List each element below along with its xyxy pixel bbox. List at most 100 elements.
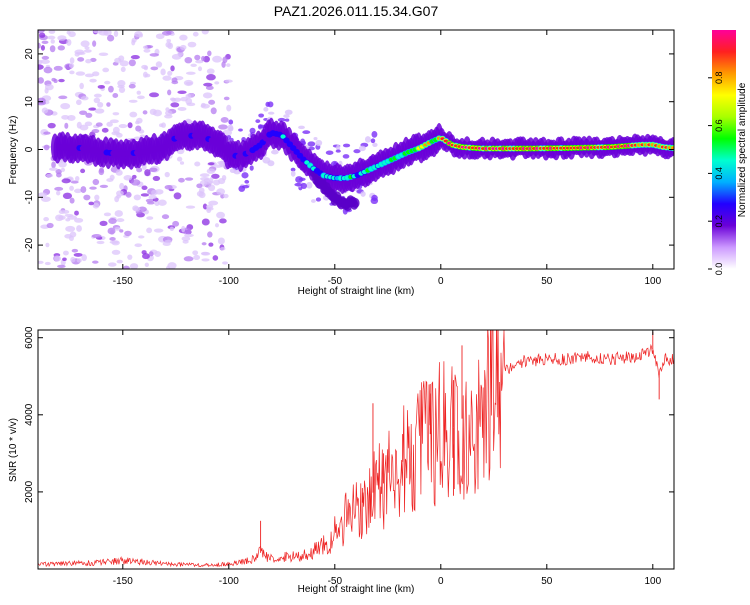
x-tick-label: -100 xyxy=(219,276,239,287)
noise-speck xyxy=(60,167,66,172)
noise-speck xyxy=(40,196,51,202)
snr-y-ticks: 2000 4000 6000 xyxy=(24,326,674,503)
noise-speck xyxy=(68,63,75,68)
noise-speck xyxy=(75,176,80,182)
noise-speck xyxy=(57,35,67,41)
noise-speck xyxy=(153,109,162,117)
noise-speck xyxy=(217,237,225,245)
noise-speck xyxy=(64,213,74,217)
noise-speck xyxy=(201,30,209,35)
noise-speck xyxy=(171,97,177,102)
noise-speck xyxy=(48,30,56,34)
noise-speck xyxy=(206,207,212,213)
noise-speck xyxy=(192,31,199,37)
noise-speck xyxy=(310,199,316,203)
noise-speck xyxy=(179,44,187,51)
noise-speck xyxy=(226,63,231,68)
noise-speck xyxy=(57,45,66,51)
noise-speck xyxy=(77,57,85,62)
noise-speck xyxy=(112,112,120,116)
noise-speck xyxy=(144,262,149,267)
noise-speck xyxy=(106,102,111,107)
noise-speck xyxy=(71,248,79,253)
noise-speck xyxy=(130,179,141,186)
noise-speck xyxy=(145,198,155,203)
noise-speck xyxy=(116,259,123,264)
noise-speck xyxy=(181,225,186,233)
noise-speck xyxy=(137,95,145,100)
noise-speck xyxy=(223,96,230,101)
noise-speck xyxy=(80,96,89,101)
x-tick-label: -150 xyxy=(113,276,133,287)
noise-speck xyxy=(277,117,286,122)
noise-speck xyxy=(161,30,172,36)
noise-speck xyxy=(141,64,148,70)
noise-speck xyxy=(199,173,210,178)
noise-speck xyxy=(96,240,105,245)
noise-speck xyxy=(113,30,119,37)
noise-speck xyxy=(108,218,117,225)
noise-speck xyxy=(41,107,49,114)
noise-speck xyxy=(124,230,132,236)
noise-speck xyxy=(228,126,234,132)
noise-speck xyxy=(157,199,167,206)
noise-speck xyxy=(119,182,125,190)
noise-speck xyxy=(216,211,225,219)
noise-speck xyxy=(85,112,93,118)
noise-speck xyxy=(125,191,132,198)
noise-speck xyxy=(111,240,120,246)
snr-frame xyxy=(37,329,675,570)
noise-speck xyxy=(73,252,83,257)
noise-speck xyxy=(208,200,219,206)
noise-speck xyxy=(202,203,208,210)
noise-speck xyxy=(38,97,46,104)
noise-speck xyxy=(146,227,153,234)
noise-speck xyxy=(206,168,216,174)
noise-speck xyxy=(149,92,160,98)
noise-speck xyxy=(249,165,254,171)
noise-speck xyxy=(184,56,193,64)
noise-speck xyxy=(128,59,136,67)
noise-speck xyxy=(298,125,305,130)
noise-speck xyxy=(92,40,97,47)
noise-speck xyxy=(118,124,128,129)
noise-speck xyxy=(132,174,137,179)
noise-speck xyxy=(267,160,275,167)
noise-speck xyxy=(134,31,143,38)
noise-speck xyxy=(107,34,115,42)
noise-speck xyxy=(315,197,322,202)
noise-speck xyxy=(162,241,171,246)
noise-speck xyxy=(284,118,290,122)
noise-speck xyxy=(140,193,150,197)
noise-speck xyxy=(47,122,56,129)
x-tick-label: -150 xyxy=(113,576,133,587)
noise-speck xyxy=(74,188,82,194)
y-tick-label: 0 xyxy=(24,146,35,152)
noise-speck xyxy=(216,188,226,196)
noise-speck xyxy=(335,149,341,153)
noise-speck xyxy=(58,95,68,100)
noise-speck xyxy=(81,254,87,262)
noise-speck xyxy=(360,191,366,197)
noise-speck xyxy=(190,63,197,67)
noise-speck xyxy=(300,182,308,190)
noise-speck xyxy=(177,106,187,111)
noise-speck xyxy=(295,176,303,183)
noise-speck xyxy=(238,128,243,132)
noise-speck xyxy=(101,127,109,133)
noise-speck xyxy=(114,196,120,203)
noise-speck xyxy=(104,80,111,85)
noise-speck xyxy=(206,74,216,81)
noise-speck xyxy=(93,93,102,98)
noise-speck xyxy=(62,257,67,262)
noise-speck xyxy=(184,177,194,181)
noise-speck xyxy=(80,168,86,174)
noise-speck xyxy=(161,122,166,128)
noise-speck xyxy=(94,108,105,114)
noise-speck xyxy=(160,68,166,76)
noise-speck xyxy=(170,102,180,108)
noise-speck xyxy=(65,225,76,232)
noise-speck xyxy=(106,121,113,127)
noise-speck xyxy=(38,64,44,70)
